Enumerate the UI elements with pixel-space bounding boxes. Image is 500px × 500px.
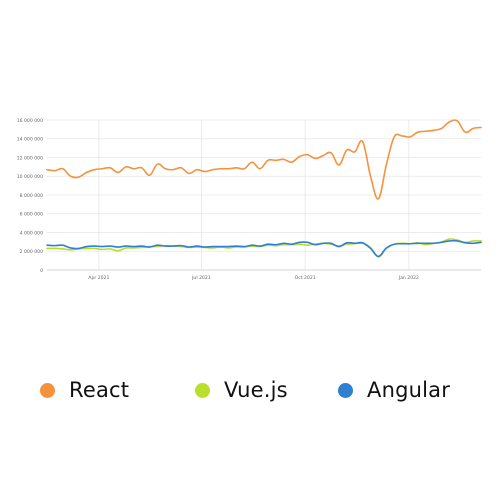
legend-dot-react bbox=[40, 382, 55, 398]
legend-label-react: React bbox=[69, 378, 130, 402]
y-tick-label: 14 000 000 bbox=[17, 137, 43, 143]
x-tick-label: Apr 2021 bbox=[88, 275, 109, 281]
chart-legend: React Vue.js Angular bbox=[40, 372, 480, 408]
legend-label-angular: Angular bbox=[367, 378, 451, 402]
y-tick-label: 2 000 000 bbox=[20, 249, 43, 255]
x-tick-label: Jan 2022 bbox=[398, 275, 419, 281]
legend-item-angular: Angular bbox=[338, 372, 450, 408]
y-tick-label: 8 000 000 bbox=[20, 193, 43, 199]
chart-svg: 0 2 000 000 4 000 000 6 000 000 8 000 000 10 … bbox=[17, 118, 482, 281]
y-tick-label: 16 000 000 bbox=[17, 118, 43, 124]
x-tick-label: Jul 2021 bbox=[191, 275, 211, 281]
axis-layer: 0 2 000 000 4 000 000 6 000 000 8 000 000 10 … bbox=[17, 118, 481, 281]
legend-label-vue: Vue.js bbox=[224, 378, 288, 402]
grid-layer bbox=[47, 119, 481, 271]
y-tick-label: 6 000 000 bbox=[20, 212, 43, 218]
y-tick-label: 10 000 000 bbox=[17, 174, 43, 180]
legend-dot-angular bbox=[338, 382, 353, 398]
legend-item-react: React bbox=[40, 372, 129, 408]
y-tick-label: 12 000 000 bbox=[17, 155, 43, 161]
legend-dot-vue bbox=[195, 382, 210, 398]
series-line-react bbox=[46, 119, 482, 200]
y-tick-label: 0 bbox=[40, 268, 43, 274]
y-tick-label: 4 000 000 bbox=[20, 230, 43, 236]
series-line-angular bbox=[46, 239, 482, 258]
legend-item-vue: Vue.js bbox=[195, 372, 288, 408]
line-chart: 0 2 000 000 4 000 000 6 000 000 8 000 000 10 … bbox=[17, 118, 482, 281]
series-line-vue-js bbox=[46, 238, 482, 258]
series-layer bbox=[46, 119, 482, 258]
x-tick-label: Oct 2021 bbox=[295, 275, 316, 281]
